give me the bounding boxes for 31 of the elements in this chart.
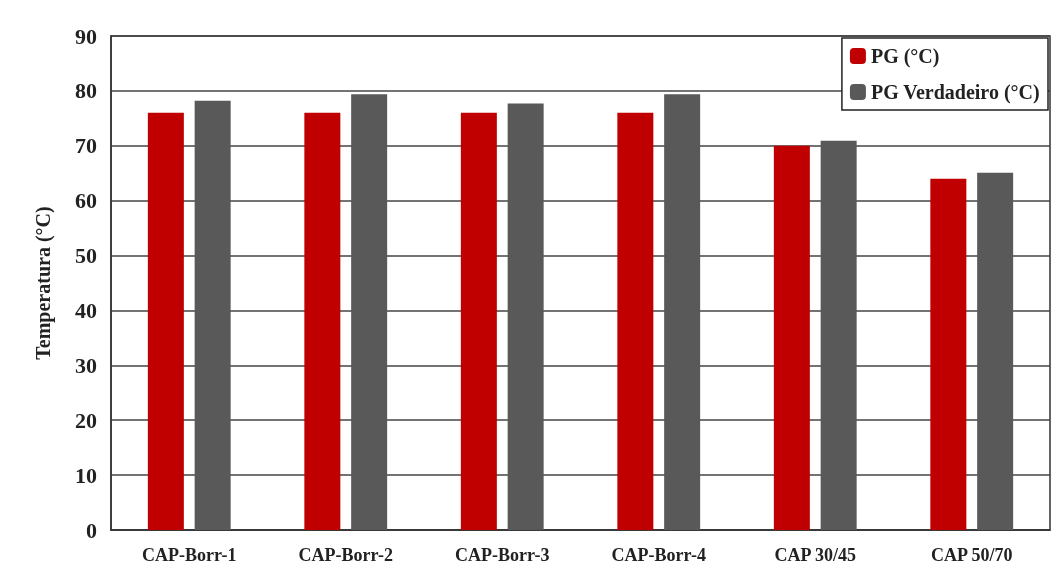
bar: [820, 140, 857, 530]
bar: [304, 112, 341, 530]
y-axis-title: Temperatura (°C): [32, 206, 55, 360]
x-tick-label: CAP 50/70: [930, 545, 1013, 565]
x-tick-label: CAP-Borr-1: [142, 545, 237, 565]
bar: [351, 94, 388, 530]
y-tick-label: 10: [75, 462, 97, 488]
y-tick-label: 50: [75, 243, 97, 269]
y-tick-label: 40: [75, 297, 97, 323]
x-tick-label: CAP-Borr-4: [611, 545, 706, 565]
y-tick-label: 0: [86, 517, 97, 543]
bar: [617, 112, 654, 530]
bar: [147, 112, 184, 530]
bar: [664, 94, 701, 530]
y-tick-label: 70: [75, 133, 97, 159]
y-tick-label: 20: [75, 407, 97, 433]
y-tick-label: 90: [75, 23, 97, 49]
bar: [194, 100, 231, 530]
bar: [930, 178, 967, 530]
x-tick-label: CAP-Borr-3: [455, 545, 550, 565]
bar: [507, 103, 544, 530]
x-tick-label: CAP-Borr-2: [298, 545, 393, 565]
y-tick-label: 80: [75, 78, 97, 104]
legend-label: PG Verdadeiro (°C): [870, 81, 1040, 104]
bar: [977, 172, 1014, 530]
y-tick-label: 60: [75, 188, 97, 214]
legend-label: PG (°C): [870, 45, 940, 68]
bar: [773, 145, 810, 530]
y-tick-label: 30: [75, 352, 97, 378]
x-tick-label: CAP 30/45: [774, 545, 857, 565]
bar: [460, 112, 497, 530]
